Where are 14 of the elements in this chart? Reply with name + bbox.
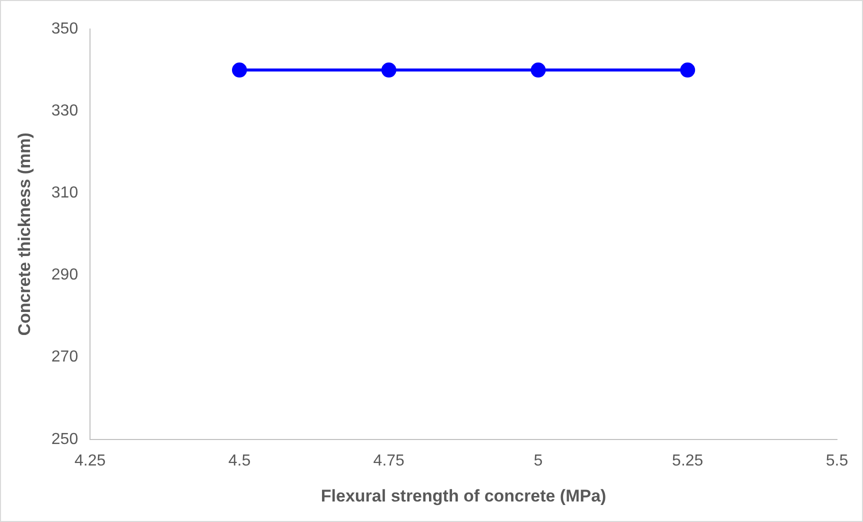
x-tick-label: 5.5 bbox=[826, 452, 848, 470]
y-axis-title: Concrete thickness (mm) bbox=[14, 132, 34, 336]
y-tick-label: 270 bbox=[51, 348, 78, 366]
y-tick-label: 250 bbox=[51, 430, 78, 448]
y-tick-label: 330 bbox=[51, 102, 78, 120]
y-tick-label: 290 bbox=[51, 266, 78, 284]
x-tick-label: 4.5 bbox=[228, 452, 251, 470]
y-tick-label: 310 bbox=[51, 184, 78, 202]
x-tick-label: 4.25 bbox=[74, 452, 106, 470]
x-tick-label: 4.75 bbox=[373, 452, 405, 470]
x-tick-label: 5 bbox=[534, 452, 543, 470]
y-tick-label: 350 bbox=[51, 20, 78, 38]
x-tick-label: 5.25 bbox=[672, 452, 704, 470]
x-axis-title: Flexural strength of concrete (MPa) bbox=[320, 486, 606, 506]
